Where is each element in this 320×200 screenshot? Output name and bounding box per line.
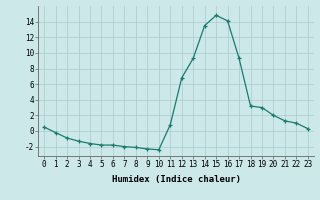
X-axis label: Humidex (Indice chaleur): Humidex (Indice chaleur) (111, 175, 241, 184)
